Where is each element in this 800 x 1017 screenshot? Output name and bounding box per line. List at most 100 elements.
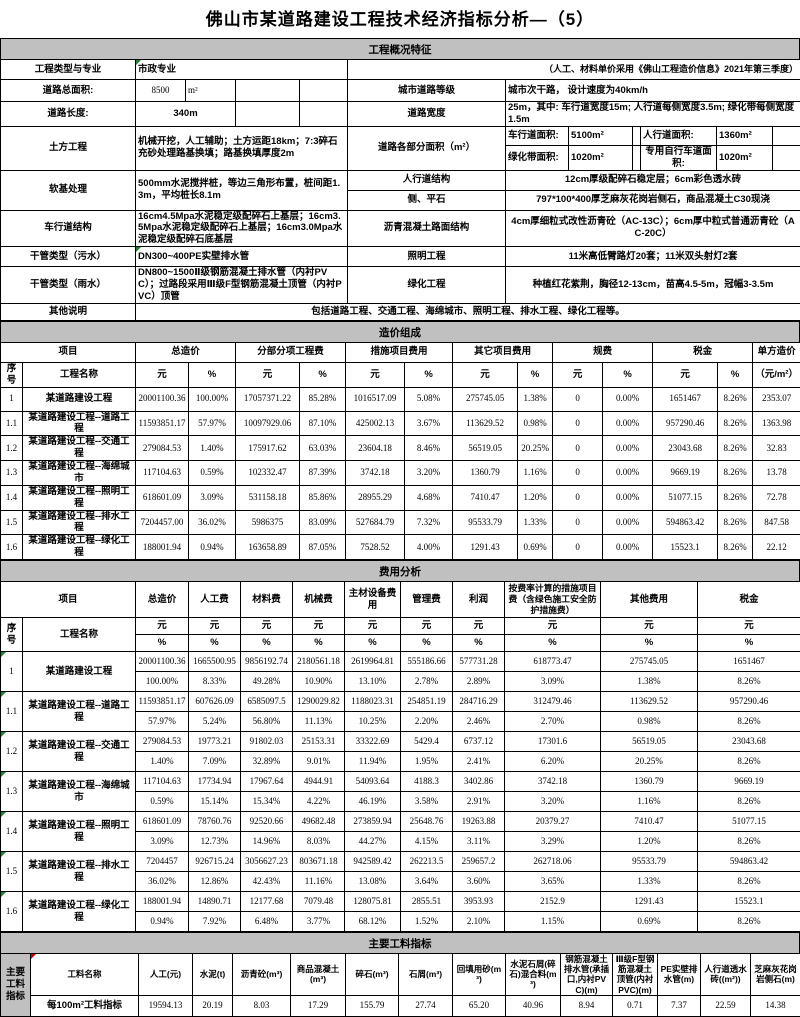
cell: 1.16% bbox=[601, 792, 698, 812]
col-header: % bbox=[136, 635, 189, 652]
col-header: PE实壁排水管(m) bbox=[658, 954, 701, 996]
cell: 某道路建设工程--照明工程 bbox=[23, 485, 136, 510]
cell: 1.1 bbox=[1, 411, 23, 436]
cell: 13.78 bbox=[753, 461, 800, 486]
cell: 1.38% bbox=[601, 672, 698, 692]
cell: 49.28% bbox=[241, 672, 293, 692]
cell: 0.00% bbox=[603, 387, 653, 411]
cell: 275745.05 bbox=[453, 387, 518, 411]
empty-cell bbox=[633, 145, 641, 170]
cell: 49682.48 bbox=[293, 812, 345, 832]
materials-row-label: 每100m²工料指标 bbox=[31, 995, 139, 1016]
type-label: 工程类型与专业 bbox=[1, 60, 136, 80]
width-value: 25m，其中: 车行道宽度15m; 人行道每侧宽度3.5m; 绿化带每侧宽度1.… bbox=[506, 102, 800, 127]
other-label: 其他说明 bbox=[1, 303, 136, 320]
cell: 36.02% bbox=[189, 510, 236, 535]
col-header: 人工(元) bbox=[139, 954, 193, 996]
col-header: 钢筋混凝土排水管(承插口,内衬PVC)(m) bbox=[561, 954, 613, 996]
cost-composition-header: 项目 总造价 分部分项工程费 措施项目费用 其它项目费用 规费 税金 单方造价 … bbox=[1, 342, 800, 387]
materials-data-row: 每100m²工料指标 19594.13 20.19 8.03 17.29 155… bbox=[1, 995, 800, 1016]
cell: 1291.43 bbox=[453, 535, 518, 560]
cell: 0.00% bbox=[603, 535, 653, 560]
asphalt-value: 4cm厚细粒式改性沥青砼（AC-13C）；6cm厚中粒式普通沥青砼（AC-20C… bbox=[506, 210, 800, 247]
col-header: 序号 bbox=[1, 362, 23, 387]
page-title: 佛山市某道路建设工程技术经济指标分析—（5） bbox=[0, 0, 800, 38]
cell: 65.20 bbox=[453, 995, 506, 1016]
cell: 425002.13 bbox=[346, 411, 405, 436]
cell: 9856192.74 bbox=[241, 652, 293, 672]
cell: 0.59% bbox=[189, 461, 236, 486]
overview-row-type: 工程类型与专业 市政专业 （人工、材料单价采用《佛山工程造价信息》2021年第三… bbox=[1, 60, 800, 80]
cell: 618773.47 bbox=[505, 652, 601, 672]
cell: 7204457.00 bbox=[136, 510, 189, 535]
cell: 2152.9 bbox=[505, 892, 601, 912]
cell: 17057371.22 bbox=[236, 387, 300, 411]
cell: 2.70% bbox=[505, 712, 601, 732]
cell: 1360.79 bbox=[453, 461, 518, 486]
overview-table: 工程类型与专业 市政专业 （人工、材料单价采用《佛山工程造价信息》2021年第三… bbox=[0, 59, 800, 321]
cell: 6585097.5 bbox=[241, 692, 293, 712]
cell: 0.00% bbox=[603, 510, 653, 535]
col-header: 其他费用 bbox=[601, 582, 698, 618]
col-header: 人行道透水砖((m²)) bbox=[701, 954, 751, 996]
softbase-label: 软基处理 bbox=[1, 170, 136, 210]
cell: 9.01% bbox=[293, 752, 345, 772]
overview-row-rain: 干管类型（雨水） DN800~1500Ⅱ级钢筋混凝土排水管（内衬PVC）；过路段… bbox=[1, 267, 800, 304]
col-header: % bbox=[241, 635, 293, 652]
empty-cell bbox=[300, 80, 348, 102]
cell: 4.15% bbox=[401, 832, 453, 852]
area-value: 8500 bbox=[136, 80, 186, 102]
part-label: 车行道面积: bbox=[506, 126, 569, 145]
cell: 15523.1 bbox=[698, 892, 800, 912]
length-value: 340m bbox=[136, 102, 236, 127]
cell: 15.14% bbox=[189, 792, 241, 812]
col-header: % bbox=[698, 635, 800, 652]
cell: 3742.18 bbox=[346, 461, 405, 486]
col-header: 元 bbox=[401, 618, 453, 635]
col-header: 芝麻灰花岗岩侧石(m) bbox=[751, 954, 800, 996]
cell: 91802.03 bbox=[241, 732, 293, 752]
cell: 17301.6 bbox=[505, 732, 601, 752]
cell: 3742.18 bbox=[505, 772, 601, 792]
cell: 某道路建设工程--排水工程 bbox=[23, 852, 136, 892]
cell: 2.41% bbox=[453, 752, 505, 772]
cell: 1651467 bbox=[653, 387, 718, 411]
cell: 20001100.36 bbox=[136, 652, 189, 672]
cell: 8.26% bbox=[718, 387, 753, 411]
cell: 20379.27 bbox=[505, 812, 601, 832]
cell: 3.09% bbox=[189, 485, 236, 510]
cell: 17.29 bbox=[291, 995, 346, 1016]
cell: 3.20% bbox=[405, 461, 453, 486]
cell: 6737.12 bbox=[453, 732, 505, 752]
asphalt-label: 沥青混凝土路面结构 bbox=[348, 210, 506, 247]
empty-cell bbox=[300, 102, 348, 127]
cell: 17734.94 bbox=[189, 772, 241, 792]
cell: 7204457 bbox=[136, 852, 189, 872]
cell: 3.65% bbox=[505, 872, 601, 892]
cell: 1.33% bbox=[518, 510, 553, 535]
cell: 8.26% bbox=[698, 792, 800, 812]
cell: 1.6 bbox=[1, 892, 23, 932]
col-header: 工料名称 bbox=[31, 954, 139, 996]
cell: 8.26% bbox=[718, 510, 753, 535]
overview-row-softbase: 软基处理 500mm水泥搅拌桩，等边三角形布置，桩间距1.3m，平均桩长8.1m… bbox=[1, 170, 800, 190]
cell: 11.13% bbox=[293, 712, 345, 732]
cell: 0.00% bbox=[603, 485, 653, 510]
cell: 27.74 bbox=[399, 995, 453, 1016]
col-header: % bbox=[505, 635, 601, 652]
cell: 926715.24 bbox=[189, 852, 241, 872]
col-header: 元 bbox=[505, 618, 601, 635]
cell: 7528.52 bbox=[346, 535, 405, 560]
cell: 51077.15 bbox=[698, 812, 800, 832]
softbase-value: 500mm水泥搅拌桩，等边三角形布置，桩间距1.3m，平均桩长8.1m bbox=[136, 170, 348, 210]
col-header: 主材设备费用 bbox=[345, 582, 401, 618]
cell: 279084.53 bbox=[136, 436, 189, 461]
cell: 某道路建设工程--照明工程 bbox=[23, 812, 136, 852]
cell: 803671.18 bbox=[293, 852, 345, 872]
cell: 1665500.95 bbox=[189, 652, 241, 672]
